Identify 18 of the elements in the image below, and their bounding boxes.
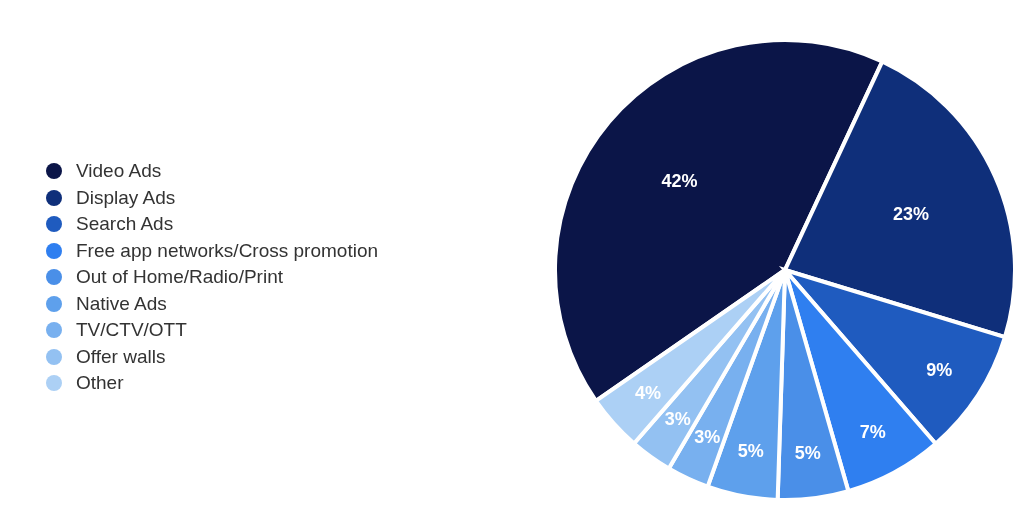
legend-label: Search Ads [76, 213, 174, 236]
data-label: 7% [859, 421, 886, 442]
data-label: 5% [737, 440, 764, 461]
legend-label: Offer walls [76, 345, 166, 368]
legend-label: TV/CTV/OTT [76, 319, 187, 342]
legend-label: Video Ads [76, 160, 162, 183]
data-label: 5% [794, 442, 821, 463]
legend-label: Display Ads [76, 186, 176, 209]
data-label: 4% [634, 382, 661, 403]
legend-label: Free app networks/Cross promotion [76, 239, 379, 262]
data-label: 42% [661, 171, 698, 192]
data-label: 23% [893, 203, 930, 224]
data-label: 3% [664, 409, 691, 430]
legend-label: Other [76, 372, 124, 395]
legend-label: Out of Home/Radio/Print [76, 266, 283, 289]
data-label: 3% [694, 426, 721, 447]
data-label: 9% [926, 360, 953, 381]
legend-label: Native Ads [76, 292, 167, 315]
